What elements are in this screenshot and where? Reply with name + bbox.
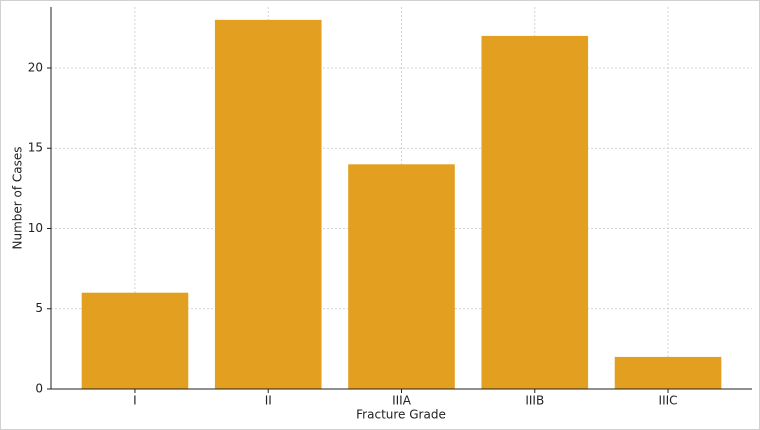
bar [81,292,189,389]
bar [348,164,455,389]
y-tick-label: 10 [28,221,43,235]
y-tick-label: 0 [35,382,43,396]
x-tick-label: II [265,394,272,408]
x-axis-label: Fracture Grade [356,408,446,422]
bar-layer [81,19,722,390]
x-tick-label: IIIC [659,394,678,408]
x-tick-label: I [133,394,137,408]
y-axis-label: Number of Cases [11,146,25,249]
y-tick-label: 5 [35,301,43,315]
y-tick-label: 15 [28,141,43,155]
bar [481,35,589,390]
y-tick-label: 20 [28,60,43,74]
bar [214,19,322,390]
bar [614,356,722,389]
x-tick-label: IIIA [392,394,412,408]
x-tick-label: IIIB [525,394,544,408]
